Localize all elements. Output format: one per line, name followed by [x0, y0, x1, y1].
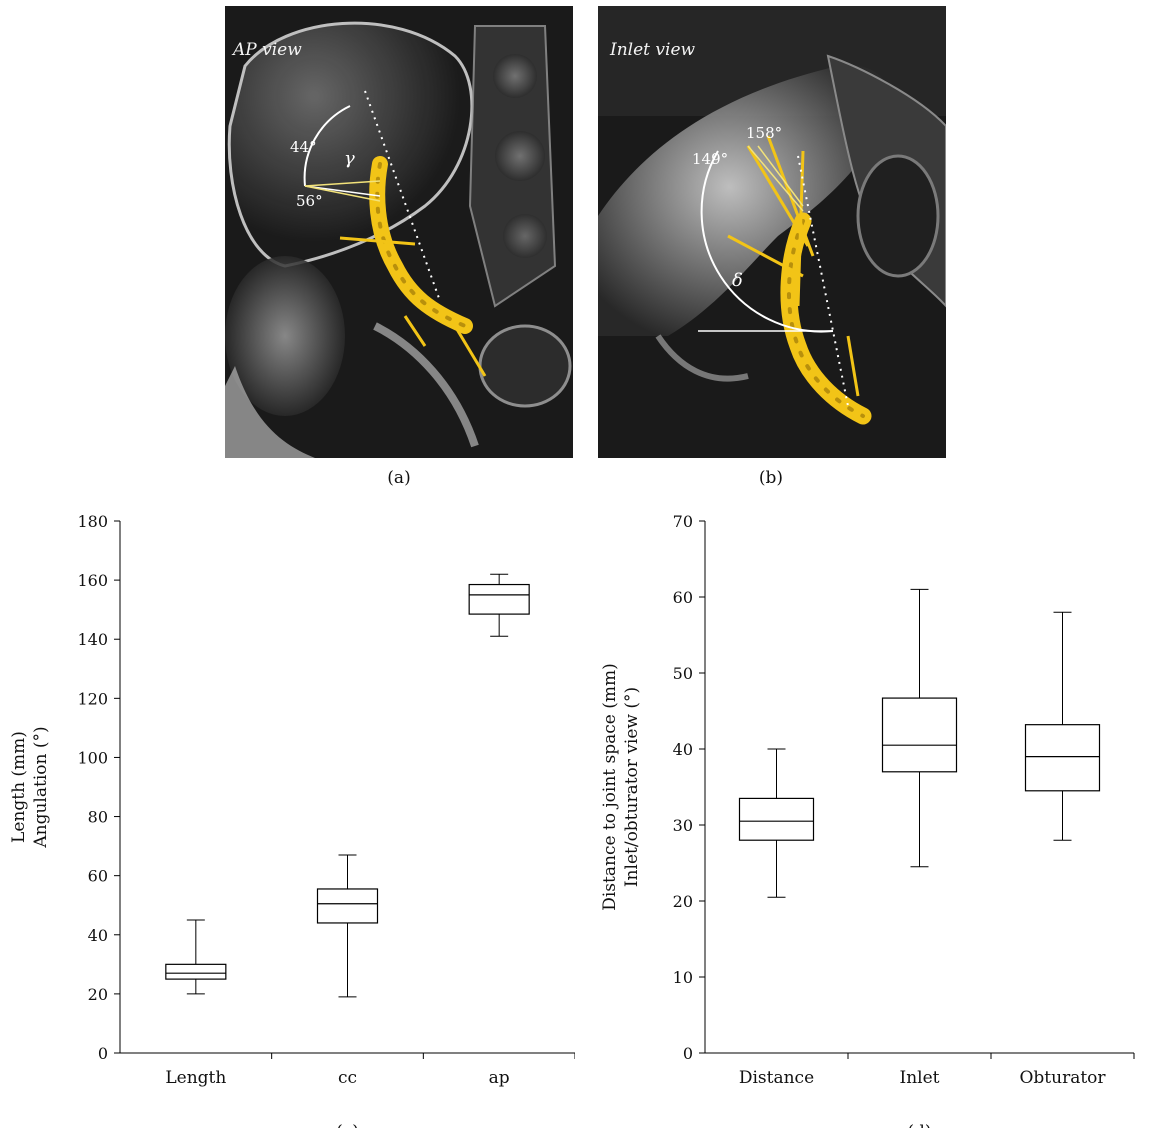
y-tick-label: 60: [673, 588, 693, 607]
angle-label-158: 158°: [746, 124, 783, 142]
y-tick-label: 30: [673, 816, 693, 835]
y-axis-label: Length (mm): [9, 731, 29, 843]
box-iqr: [738, 797, 815, 841]
y-axis-label: Distance to joint space (mm): [600, 663, 620, 911]
x-tick-label: Inlet: [900, 1068, 940, 1088]
angle-symbol-delta: δ: [732, 270, 743, 291]
x-tick-label: ap: [489, 1068, 510, 1088]
x-tick-label: Obturator: [1019, 1068, 1106, 1088]
chart-c: 0 20 40 60 80 100 120 140 160 180 Length cc ap Length…: [9, 512, 575, 1128]
inlet-view-title: Inlet view: [610, 40, 696, 60]
angle-symbol-gamma: γ: [344, 148, 355, 169]
box-iqr: [468, 583, 530, 615]
caption-a: (a): [387, 468, 411, 488]
y-tick-label: 50: [673, 664, 693, 683]
y-tick-label: 80: [88, 808, 108, 827]
inlet-view-image: [598, 6, 946, 458]
y-tick-label: 0: [98, 1044, 108, 1063]
angle-label-149: 149°: [692, 150, 729, 168]
y-tick-label: 180: [77, 512, 108, 531]
box-iqr: [316, 888, 379, 924]
chart-d: 0 10 20 30 40 50 60 70 Distance Inlet Obturator Dis…: [600, 512, 1135, 1128]
y-tick-label: 100: [77, 748, 108, 767]
ap-view-title: AP view: [233, 40, 302, 60]
angle-label-56: 56°: [296, 192, 323, 210]
y-tick-label: 40: [673, 740, 693, 759]
y-axis-label: Inlet/obturator view (°): [622, 687, 642, 887]
box-iqr: [165, 963, 227, 980]
box-iqr: [881, 697, 958, 773]
x-tick-label: Length: [165, 1068, 226, 1088]
y-tick-label: 20: [673, 892, 693, 911]
y-tick-label: 20: [88, 985, 108, 1004]
y-tick-label: 70: [673, 512, 693, 531]
implant-plate-a: [339, 156, 487, 377]
caption-b: (b): [758, 468, 784, 488]
y-tick-label: 10: [673, 968, 693, 987]
angle-label-44: 44°: [290, 138, 317, 156]
y-tick-label: 160: [77, 571, 108, 590]
ap-view-image: [225, 6, 573, 458]
x-tick-label: Distance: [739, 1068, 814, 1088]
y-tick-label: 0: [683, 1044, 693, 1063]
x-tick-label: cc: [338, 1068, 357, 1088]
box-iqr: [1024, 724, 1101, 792]
y-tick-label: 40: [88, 926, 108, 945]
y-tick-label: 120: [77, 689, 108, 708]
y-axis-label: Angulation (°): [31, 726, 51, 848]
chart-caption: (d): [907, 1122, 931, 1128]
y-tick-label: 60: [88, 867, 108, 886]
y-tick-label: 140: [77, 630, 108, 649]
chart-caption: (c): [336, 1122, 359, 1128]
